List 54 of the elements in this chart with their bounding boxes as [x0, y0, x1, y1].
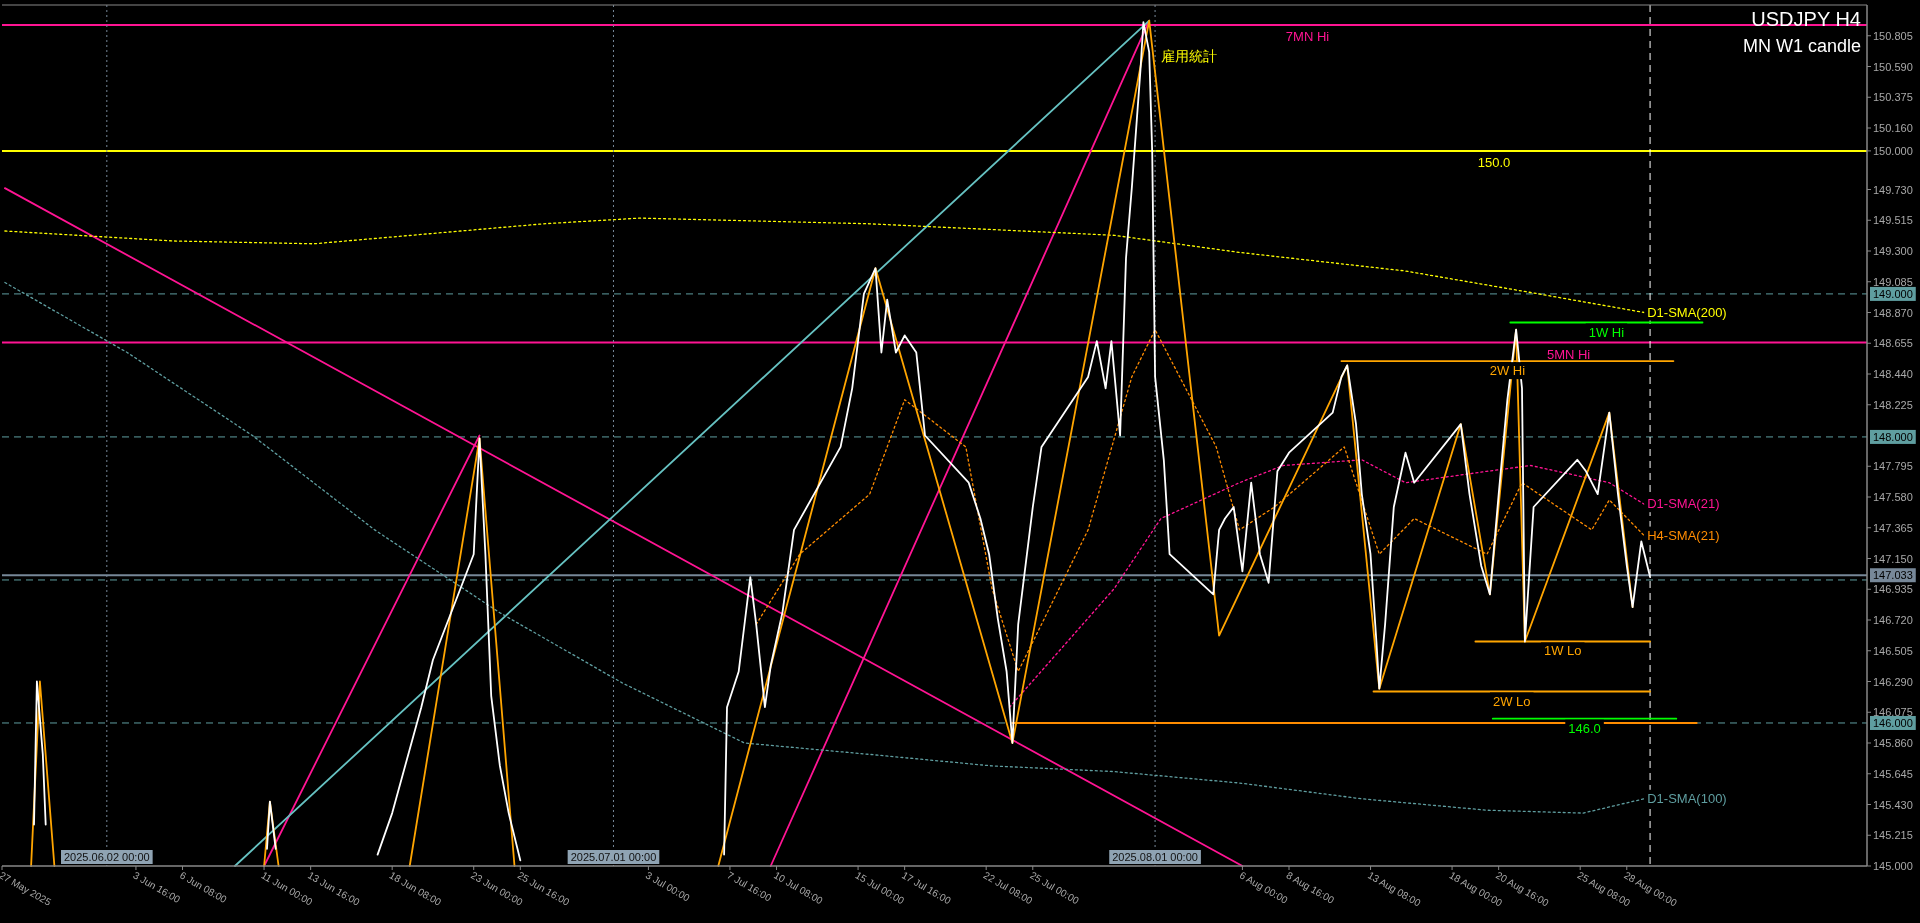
series-label: 1W Hi: [1588, 324, 1625, 340]
ref-line-label: 147.033: [1873, 569, 1913, 582]
text: MN W1 candle: [1742, 36, 1861, 56]
y-tick-label: 145.000: [1873, 860, 1913, 872]
y-tick-label: 145.645: [1873, 767, 1913, 780]
y-tick-label: 150.000: [1873, 144, 1913, 157]
ref-line-label: 2025.06.02 00:00: [64, 851, 150, 863]
y-tick-label: 150.160: [1873, 122, 1913, 134]
y-tick-label: 146.290: [1873, 675, 1913, 688]
y-tick-label: 148.870: [1873, 306, 1913, 319]
x-tick-label: 3 Jul 00:00: [643, 869, 693, 904]
y-tick-label: 148.225: [1873, 398, 1913, 411]
ref-line-label: 2025.08.01 00:00: [1112, 851, 1198, 863]
line-series: [376, 437, 522, 862]
ref-line-label: 150.0: [1477, 154, 1511, 170]
x-tick-label: 10 Jul 08:00: [771, 869, 825, 907]
series-label: D1-SMA(200): [1647, 304, 1727, 320]
y-tick-label: 146.720: [1873, 614, 1913, 626]
y-tick-label: 147.365: [1873, 521, 1913, 534]
y-tick-label: 149.300: [1873, 245, 1913, 257]
y-tick-label: 149.515: [1873, 214, 1913, 227]
y-tick-label: 148.440: [1873, 368, 1913, 380]
annotation: 雇用統計: [1161, 47, 1218, 64]
y-tick-label: 146.935: [1873, 583, 1913, 596]
y-tick-label: 147.580: [1873, 491, 1913, 503]
x-tick-label: 13 Aug 08:00: [1365, 869, 1423, 909]
y-tick-label: 150.375: [1873, 91, 1913, 104]
ref-line-label: 148.000: [1873, 430, 1913, 443]
series-label: 2W Hi: [1489, 363, 1526, 379]
ref-line-label: 2025.07.01 00:00: [570, 851, 657, 863]
y-tick-label: 145.860: [1873, 737, 1913, 749]
y-tick-label: 148.655: [1873, 337, 1913, 350]
x-tick-label: 7 Jul 16:00: [725, 869, 774, 904]
ref-line-label: 149.000: [1873, 287, 1913, 300]
series-label: 1W Lo: [1543, 643, 1582, 659]
ref-line-label: 146.000: [1873, 716, 1913, 729]
y-tick-label: 149.085: [1873, 275, 1913, 288]
y-tick-label: 145.430: [1873, 798, 1913, 811]
ref-line-label: 5MN Hi: [1546, 346, 1591, 362]
x-tick-label: 18 Jun 08:00: [387, 869, 444, 909]
y-tick-label: 150.590: [1873, 60, 1913, 73]
y-tick-label: 150.805: [1873, 29, 1913, 42]
y-tick-label: 149.730: [1873, 183, 1913, 196]
series-label: D1-SMA(100): [1647, 790, 1727, 806]
y-tick-label: 146.075: [1873, 706, 1913, 719]
series-label: 146.0: [1568, 720, 1601, 736]
y-tick-label: 147.150: [1873, 552, 1913, 565]
series-label: 2W Lo: [1492, 693, 1531, 709]
series-label: D1-SMA(21): [1647, 496, 1720, 512]
y-tick-label: 146.505: [1873, 644, 1913, 657]
y-tick-label: 147.795: [1873, 460, 1913, 473]
series-label: H4-SMA(21): [1647, 527, 1720, 543]
y-tick-label: 145.215: [1873, 829, 1913, 842]
ref-line-label: 7MN Hi: [1285, 29, 1330, 45]
